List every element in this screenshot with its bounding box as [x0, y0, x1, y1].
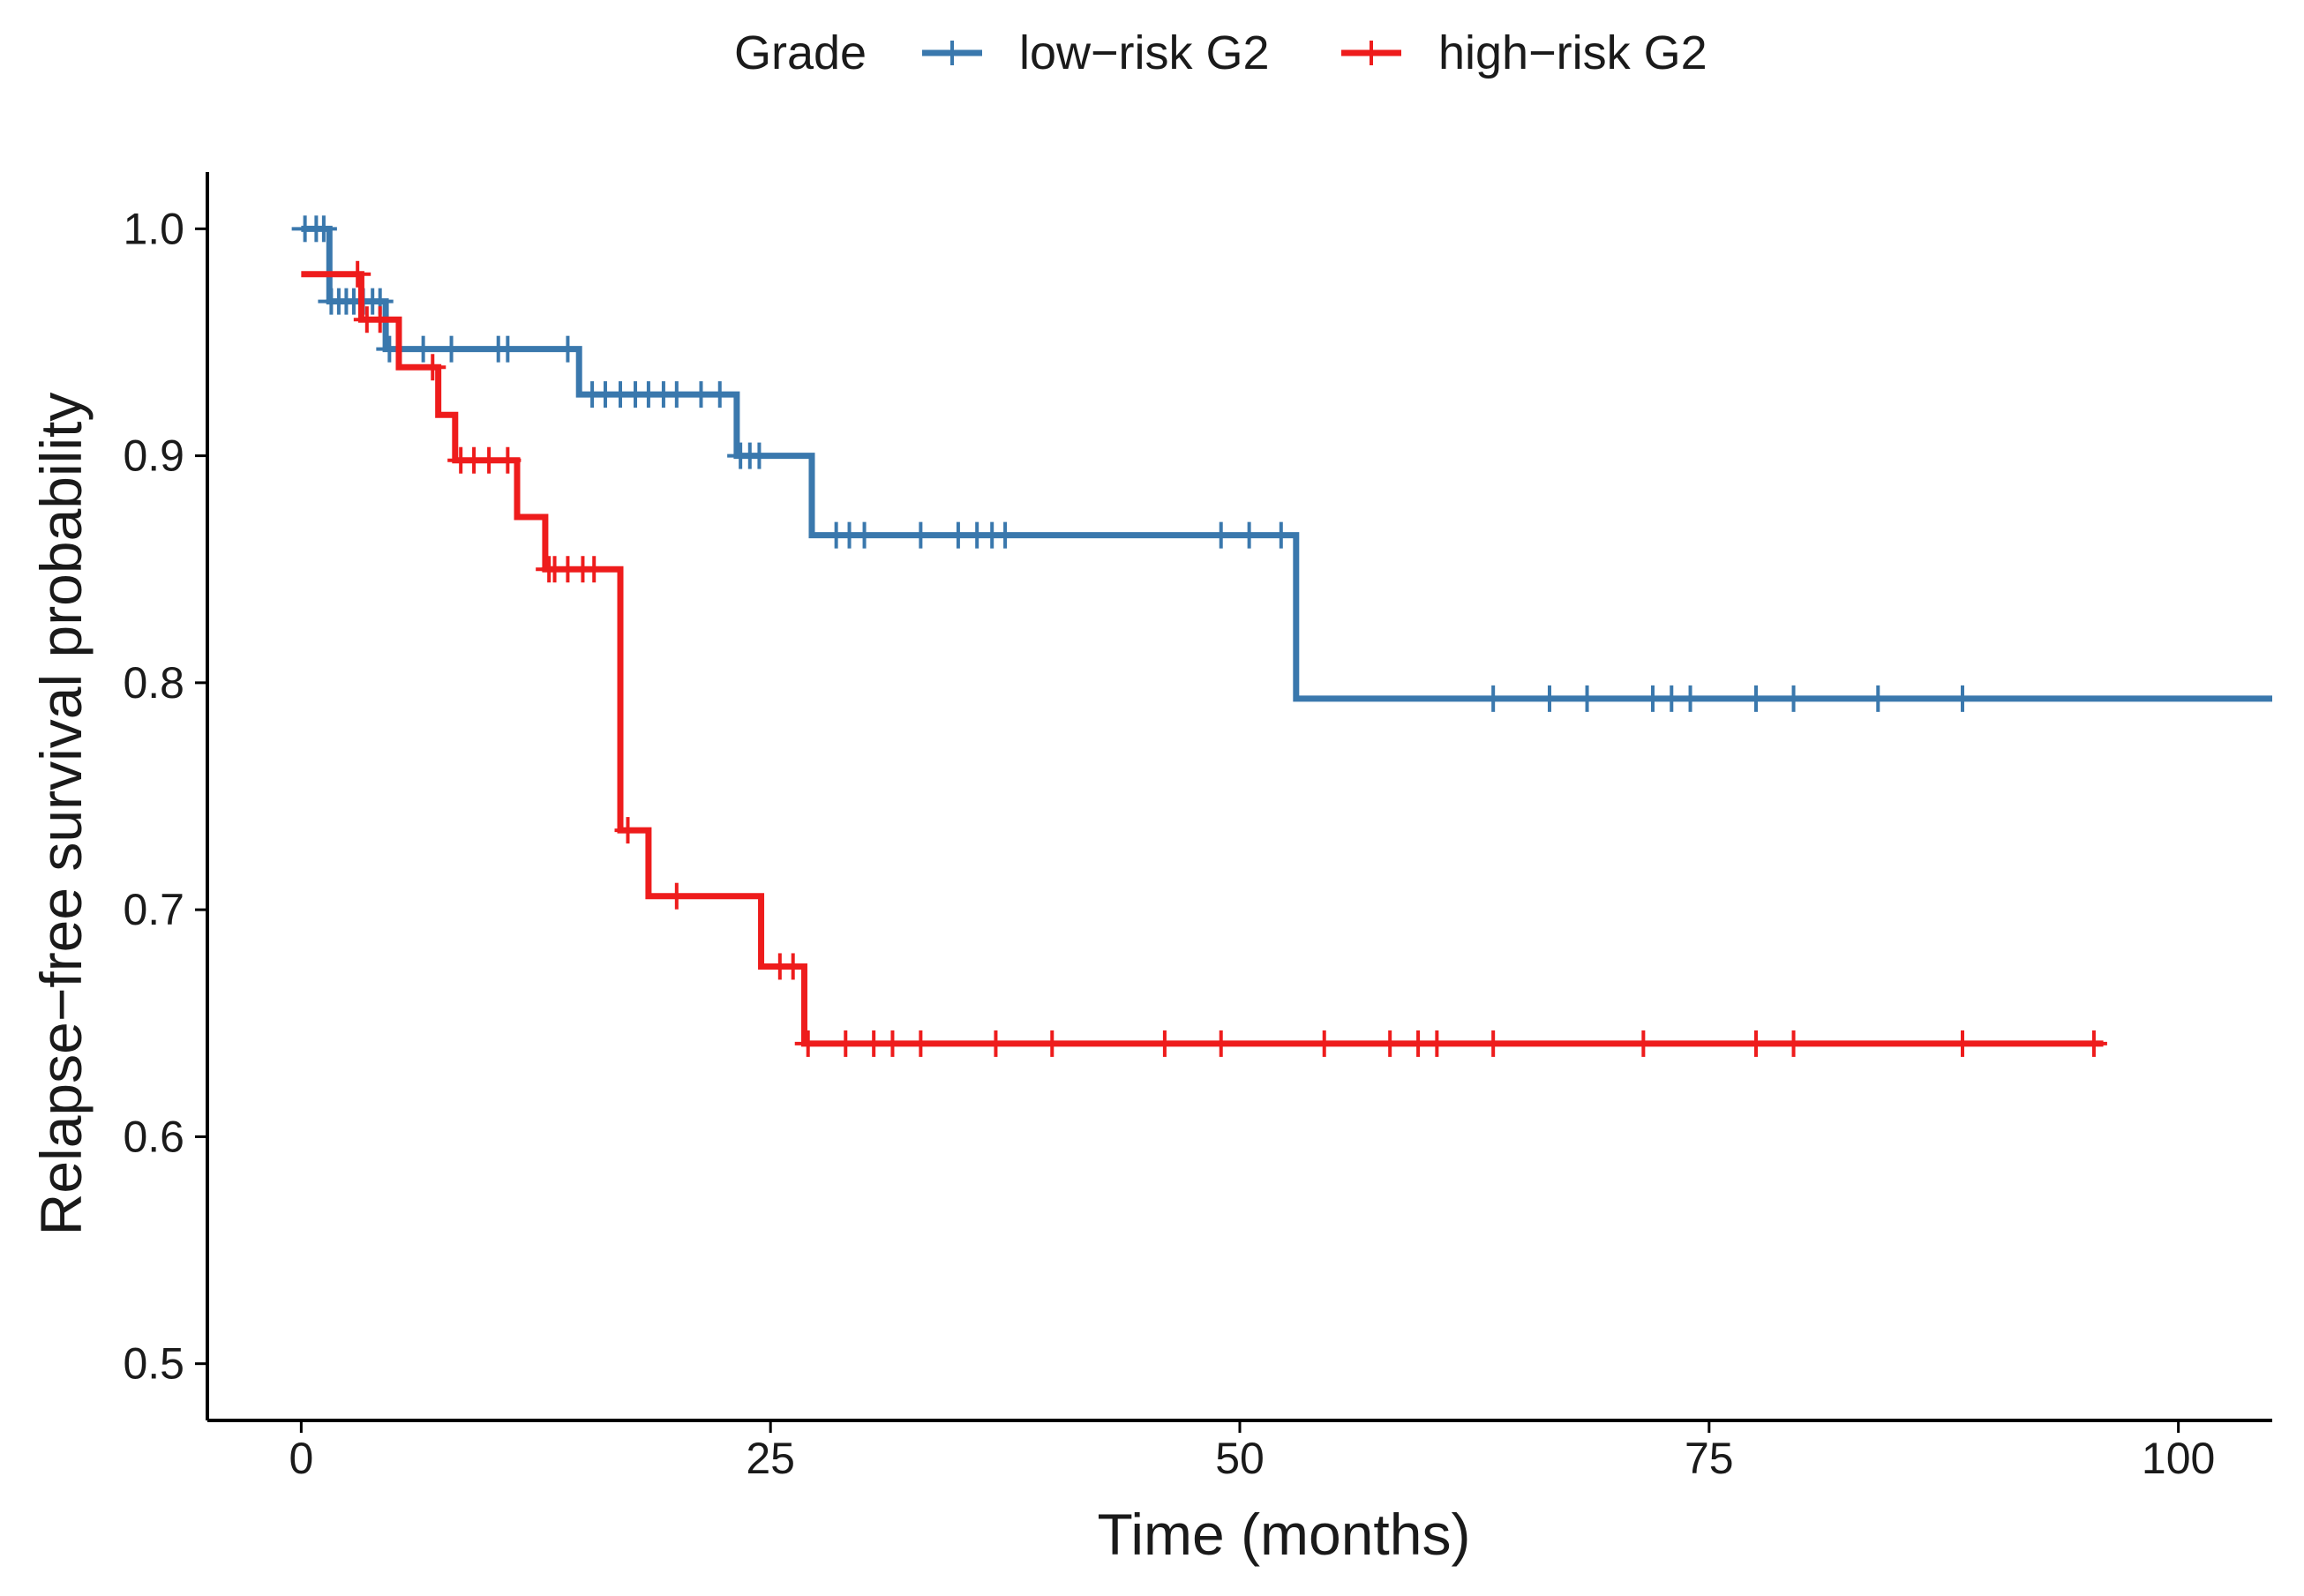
legend: Grade low−risk G2 high−risk G2: [734, 26, 1707, 79]
y-axis-title: Relapse−free survival probability: [28, 393, 94, 1236]
x-tick-label: 25: [746, 1434, 795, 1483]
y-tick-label: 0.5: [123, 1339, 184, 1389]
axes: 0 25 50 75 100 0.5 0.6 0.7 0.8 0.9 1.0 Time (months…: [28, 172, 2272, 1567]
legend-title: Grade: [734, 26, 867, 79]
x-axis-title: Time (months): [1098, 1502, 1471, 1567]
y-tick-label: 1.0: [123, 204, 184, 253]
y-tick-label: 0.8: [123, 658, 184, 708]
x-tick-label: 75: [1685, 1434, 1734, 1483]
y-tick-label: 0.7: [123, 885, 184, 934]
high-risk-survival-curve: [301, 271, 2104, 1047]
low-risk-legend-label: low−risk G2: [1019, 26, 1270, 79]
x-tick-label: 100: [2142, 1434, 2215, 1483]
y-tick-label: 0.9: [123, 431, 184, 481]
x-tick-label: 50: [1215, 1434, 1265, 1483]
y-tick-label: 0.6: [123, 1112, 184, 1161]
x-tick-label: 0: [289, 1434, 313, 1483]
curves: [291, 215, 2272, 1057]
high-risk-legend-label: high−risk G2: [1438, 26, 1707, 79]
